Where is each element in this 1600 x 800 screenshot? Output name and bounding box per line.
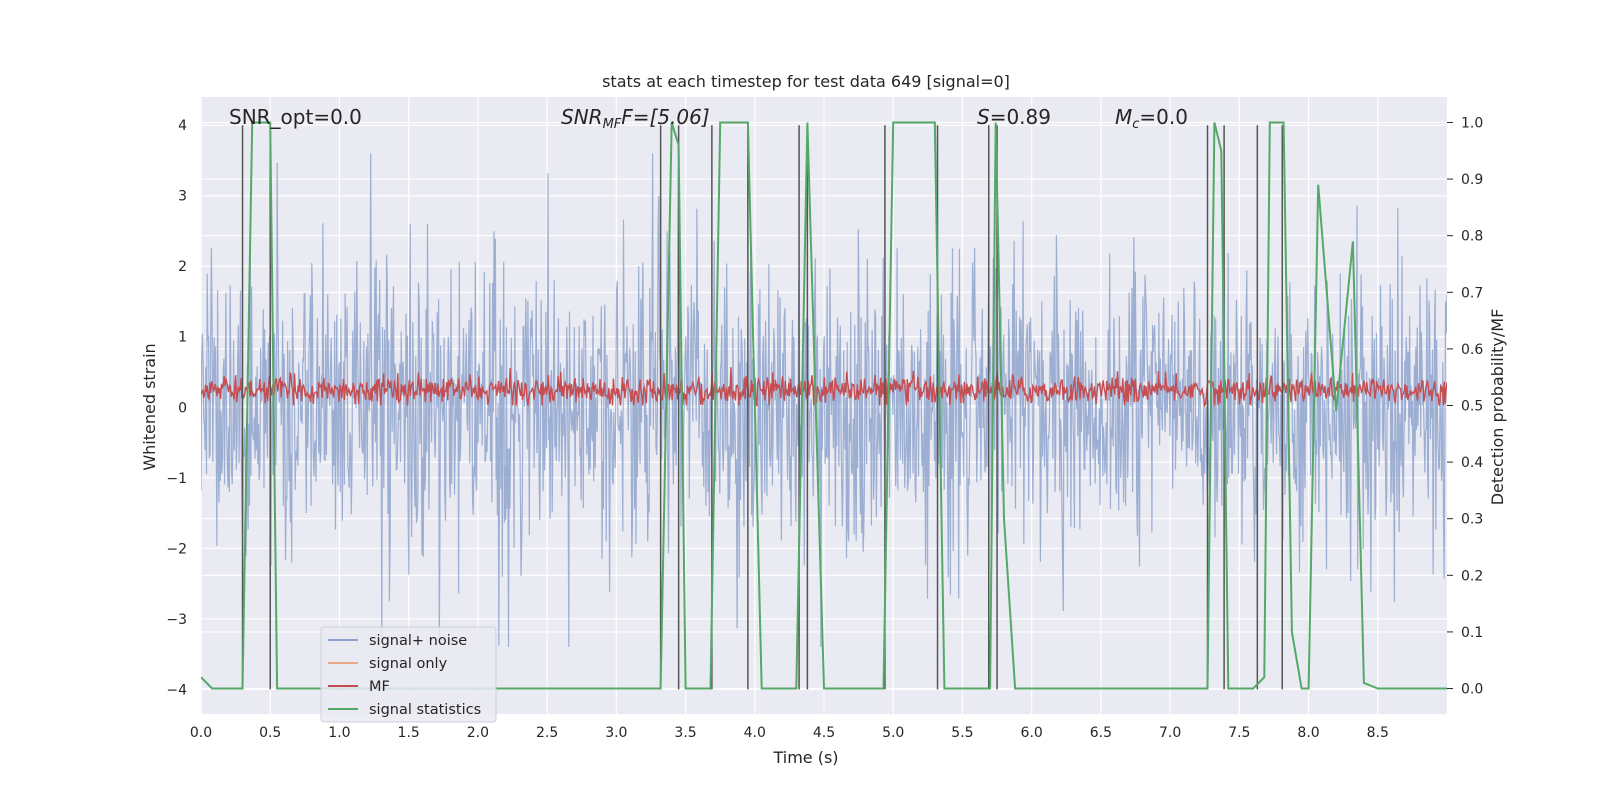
y-tick-label-right: 0.1 bbox=[1461, 625, 1483, 641]
series-signal-statistics bbox=[201, 121, 1447, 690]
x-tick-label: 6.5 bbox=[1090, 725, 1112, 741]
y-tick-label-right: 1.0 bbox=[1461, 115, 1483, 131]
annotation-s: S=0.89 bbox=[977, 105, 1051, 129]
y-tick-label-left: 0 bbox=[178, 400, 187, 416]
y-tick-label-right: 0.3 bbox=[1461, 512, 1483, 528]
y-tick-label-right: 0.2 bbox=[1461, 568, 1483, 584]
x-tick-label: 6.0 bbox=[1021, 725, 1043, 741]
x-axis-label: Time (s) bbox=[772, 748, 838, 767]
y-tick-label-right: 0.4 bbox=[1461, 455, 1483, 471]
y-tick-label-left: 1 bbox=[178, 330, 187, 346]
legend-item-signal-noise: signal+ noise bbox=[328, 633, 467, 649]
legend-label-signal-statistics: signal statistics bbox=[369, 702, 481, 718]
x-tick-label: 8.5 bbox=[1367, 725, 1389, 741]
x-tick-label: 5.0 bbox=[882, 725, 904, 741]
y-tick-label-right: 0.5 bbox=[1461, 399, 1483, 415]
x-tick-label: 4.5 bbox=[813, 725, 835, 741]
legend-label-signal-noise: signal+ noise bbox=[369, 633, 467, 649]
legend-item-signal-statistics: signal statistics bbox=[328, 702, 481, 718]
x-tick-label: 5.5 bbox=[951, 725, 973, 741]
x-tick-label: 0.0 bbox=[190, 725, 212, 741]
y-tick-label-left: 4 bbox=[178, 118, 187, 134]
x-tick-label: 7.0 bbox=[1159, 725, 1181, 741]
y-tick-label-right: 0.0 bbox=[1461, 682, 1483, 698]
y-tick-label-left: −3 bbox=[166, 612, 187, 628]
annotation-mc: Mc=0.0 bbox=[1115, 105, 1188, 132]
chart-title: stats at each timestep for test data 649… bbox=[602, 72, 1010, 91]
x-tick-label: 0.5 bbox=[259, 725, 281, 741]
legend-item-mf: MF bbox=[328, 679, 390, 695]
x-tick-label: 7.5 bbox=[1228, 725, 1250, 741]
x-tick-label: 1.0 bbox=[328, 725, 350, 741]
y-axis-label-left: Whitened strain bbox=[140, 343, 159, 470]
y-tick-label-right: 0.9 bbox=[1461, 172, 1483, 188]
x-tick-label: 3.0 bbox=[605, 725, 627, 741]
legend-label-mf: MF bbox=[369, 679, 390, 695]
legend: signal+ noise signal only MF signal stat… bbox=[320, 626, 497, 723]
x-tick-label: 1.5 bbox=[398, 725, 420, 741]
x-tick-label: 8.0 bbox=[1297, 725, 1319, 741]
legend-item-signal-only: signal only bbox=[328, 656, 448, 672]
x-tick-label: 2.5 bbox=[536, 725, 558, 741]
annotation-snr-mf: SNRMFF=[5.06] bbox=[561, 105, 710, 132]
y-tick-label-right: 0.8 bbox=[1461, 229, 1483, 245]
x-tick-label: 2.0 bbox=[467, 725, 489, 741]
series-mf bbox=[201, 367, 1447, 408]
annotation-snr-opt: SNR_opt=0.0 bbox=[229, 105, 362, 129]
y-tick-label-right: 0.6 bbox=[1461, 342, 1483, 358]
y-tick-label-left: −4 bbox=[166, 682, 187, 698]
x-tick-label: 4.0 bbox=[744, 725, 766, 741]
y-tick-label-right: 0.7 bbox=[1461, 285, 1483, 301]
y-tick-label-left: −2 bbox=[166, 541, 187, 557]
x-tick-label: 3.5 bbox=[674, 725, 696, 741]
y-tick-label-left: 2 bbox=[178, 259, 187, 275]
legend-label-signal-only: signal only bbox=[369, 656, 448, 672]
y-axis-label-right: Detection probability/MF bbox=[1488, 309, 1507, 506]
y-tick-label-left: 3 bbox=[178, 189, 187, 205]
y-tick-label-left: −1 bbox=[166, 471, 187, 487]
